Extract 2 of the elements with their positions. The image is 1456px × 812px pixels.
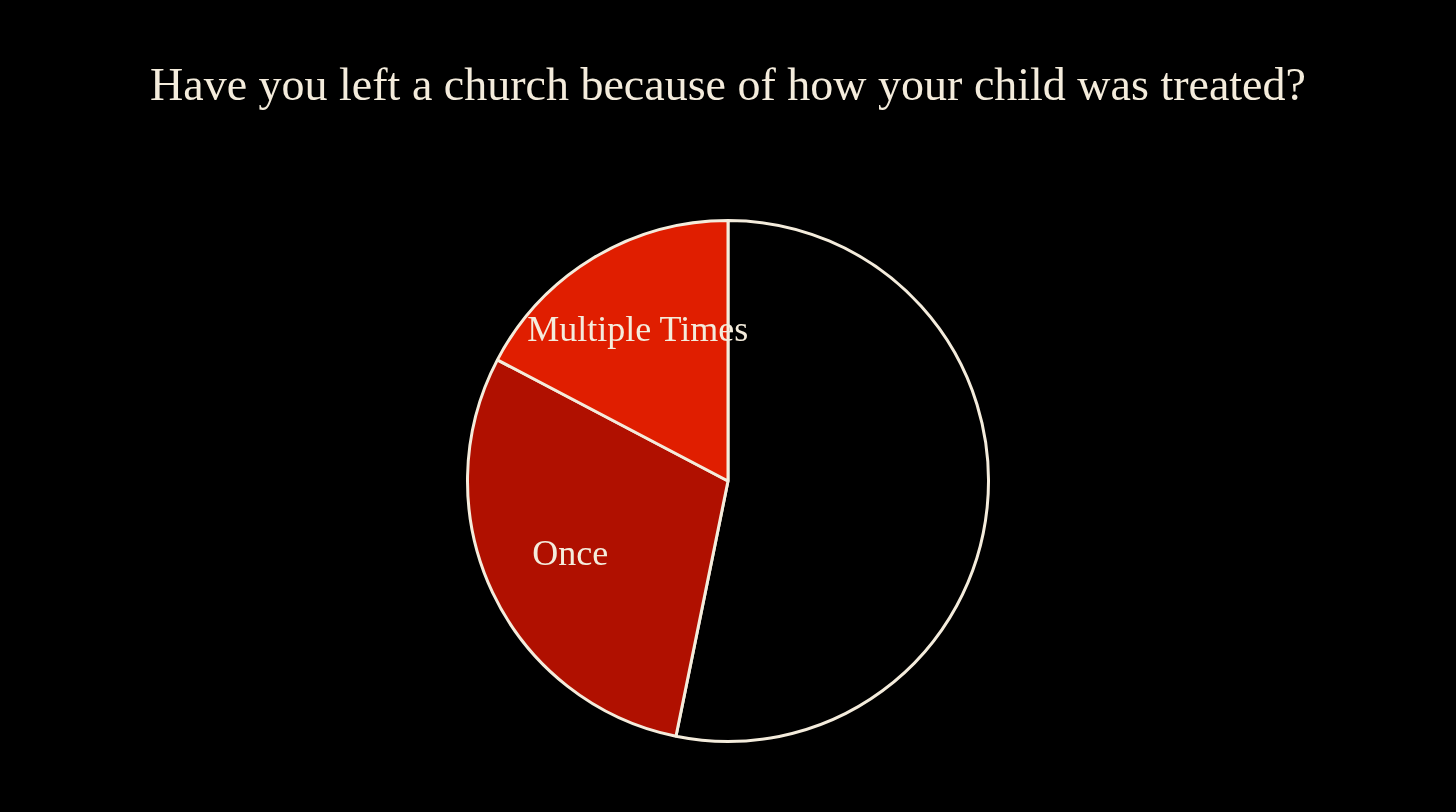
chart-title: Have you left a church because of how your child was treated? — [149, 58, 1307, 111]
slice-label: Once — [532, 533, 609, 574]
